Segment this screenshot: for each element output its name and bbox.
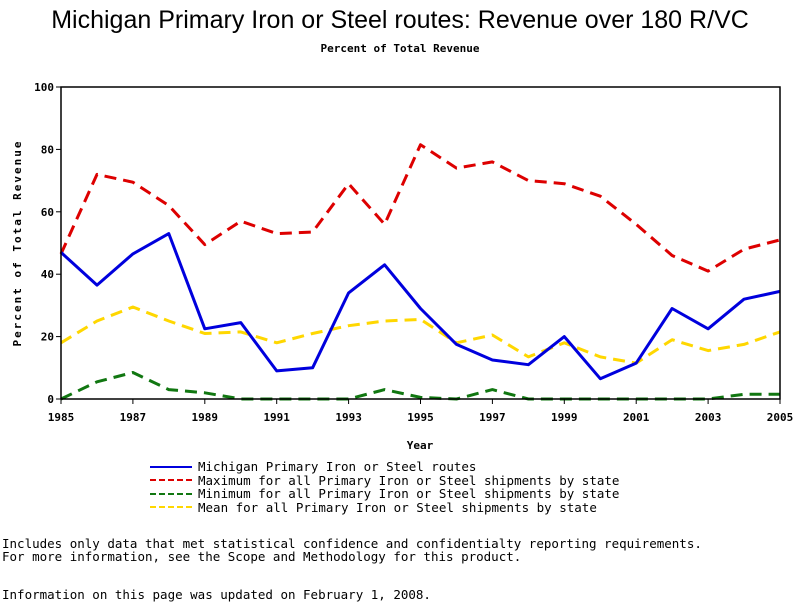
legend-swatch-michigan [150,466,192,468]
y-tick-label: 100 [34,81,54,94]
x-tick-label: 1993 [335,411,362,424]
footnote-methodology: For more information, see the Scope and … [2,549,521,564]
legend-swatch-minimum [150,493,192,495]
x-axis-title: Year [407,439,434,452]
y-tick-label: 40 [41,268,54,281]
legend-swatch-maximum [150,479,192,481]
x-tick-label: 2003 [695,411,722,424]
y-tick-label: 60 [41,206,54,219]
legend-label-maximum: Maximum for all Primary Iron or Steel sh… [198,474,619,487]
x-tick-label: 1995 [407,411,434,424]
x-tick-label: 2001 [623,411,650,424]
x-tick-label: 2005 [767,411,794,424]
legend-label-minimum: Minimum for all Primary Iron or Steel sh… [198,487,619,500]
x-tick-label: 1989 [192,411,219,424]
y-tick-label: 20 [41,331,54,344]
y-axis-title: Percent of Total Revenue [11,140,24,347]
y-tick-label: 80 [41,143,54,156]
legend-item-michigan: Michigan Primary Iron or Steel routes [150,460,619,474]
series-line-mean [61,307,780,363]
y-tick-label: 0 [47,393,54,406]
legend-label-michigan: Michigan Primary Iron or Steel routes [198,460,476,473]
plot-frame [61,87,780,399]
x-tick-label: 1997 [479,411,506,424]
legend-item-maximum: Maximum for all Primary Iron or Steel sh… [150,474,619,488]
legend-item-minimum: Minimum for all Primary Iron or Steel sh… [150,487,619,501]
series-line-minimum [61,373,780,400]
x-tick-label: 1987 [120,411,147,424]
legend-swatch-mean [150,506,192,508]
series-line-maximum [61,145,780,271]
x-tick-label: 1999 [551,411,578,424]
x-tick-label: 1985 [48,411,75,424]
legend-label-mean: Mean for all Primary Iron or Steel shipm… [198,501,597,514]
x-tick-label: 1991 [263,411,290,424]
legend: Michigan Primary Iron or Steel routes Ma… [150,460,619,514]
legend-item-mean: Mean for all Primary Iron or Steel shipm… [150,501,619,515]
